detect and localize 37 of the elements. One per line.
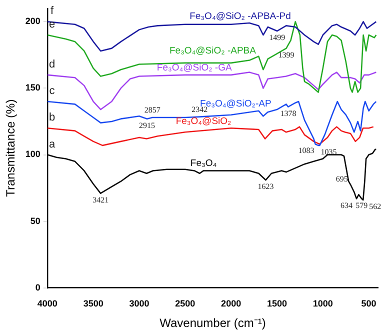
series-label: Fe₃O₄@SiO₂ -GA bbox=[156, 62, 232, 74]
annotation: 562 bbox=[369, 202, 382, 212]
series-label: Fe₃O₄@SiO₂ -APBA bbox=[169, 45, 257, 56]
x-tick-label: 3500 bbox=[83, 298, 104, 309]
annotation: 3421 bbox=[92, 195, 109, 204]
series-label: Fe₃O₄ bbox=[190, 158, 217, 170]
x-tick-label: 2000 bbox=[221, 298, 242, 309]
annotation: 695 bbox=[336, 174, 348, 184]
annotation: 1623 bbox=[258, 182, 274, 192]
annotation: a bbox=[48, 138, 56, 150]
series-label: Fe₃O₄@SiO₂ -APBA-Pd bbox=[190, 10, 291, 22]
x-axis-title: Wavenumber (cm⁻¹) bbox=[160, 316, 266, 330]
annotation: 634 bbox=[340, 200, 353, 210]
annotation: 1399 bbox=[278, 50, 294, 60]
x-tick-label: 3000 bbox=[129, 298, 150, 309]
x-tick-label: 1500 bbox=[266, 298, 288, 309]
annotation: 2915 bbox=[139, 120, 156, 130]
y-tick-label: 100 bbox=[25, 149, 40, 160]
annotation: 1499 bbox=[269, 33, 286, 42]
y-axis-title: Transmittance (%) bbox=[4, 99, 18, 197]
y-tick-label: 150 bbox=[25, 82, 40, 93]
annotation: c bbox=[49, 85, 56, 98]
annotation: d bbox=[48, 58, 56, 70]
annotation: b bbox=[48, 112, 56, 124]
annotation: 579 bbox=[356, 200, 368, 210]
y-tick-label: 200 bbox=[25, 16, 40, 26]
annotation: 2857 bbox=[144, 106, 160, 115]
y-tick-label: 50 bbox=[30, 216, 40, 226]
x-tick-label: 4000 bbox=[37, 298, 58, 309]
x-tick-label: 500 bbox=[361, 298, 376, 309]
annotation: 1083 bbox=[298, 146, 314, 156]
annotation: 1378 bbox=[280, 108, 296, 118]
annotation: f bbox=[50, 5, 54, 18]
x-tick-label: 1000 bbox=[312, 298, 333, 309]
series-label: Fe₃O₄@SiO₂ bbox=[176, 116, 232, 128]
x-tick-label: 2500 bbox=[175, 298, 196, 309]
y-tick-label: 0 bbox=[35, 282, 40, 292]
